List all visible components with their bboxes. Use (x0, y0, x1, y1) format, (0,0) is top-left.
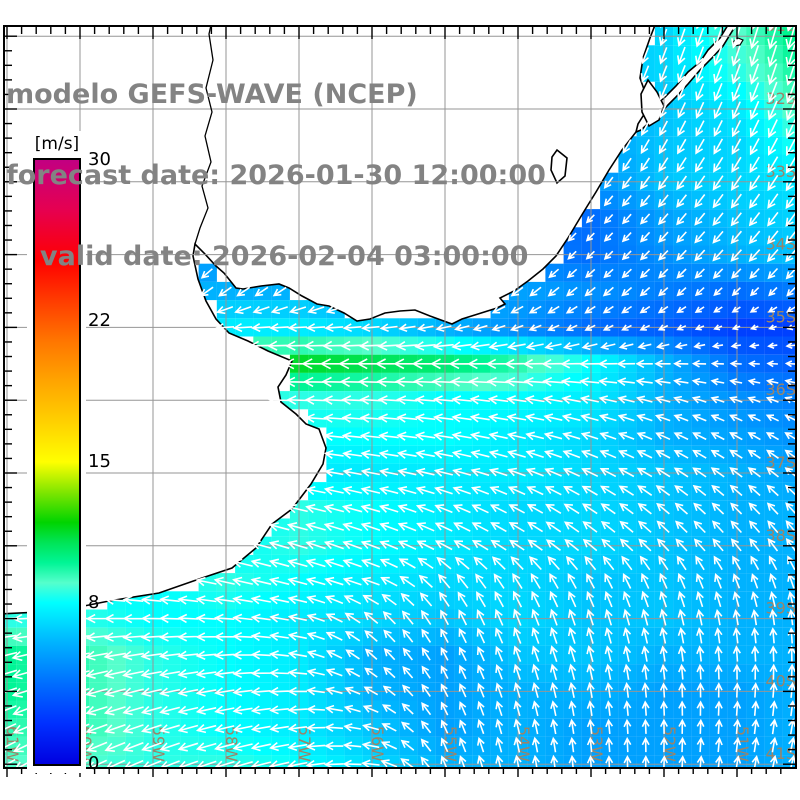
title-block: modelo GEFS-WAVE (NCEP) forecast date: 2… (6, 27, 546, 324)
svg-text:56W: 56W (368, 726, 387, 762)
colorbar-tick-8: 8 (88, 591, 100, 613)
model-title: modelo GEFS-WAVE (NCEP) (6, 79, 418, 110)
svg-text:52W: 52W (660, 726, 679, 762)
colorbar-tick-0: 0 (88, 753, 100, 774)
colorbar-gradient (33, 158, 81, 766)
valid-date-line: valid date: 2026-02-04 03:00:00 (40, 241, 529, 272)
svg-text:51W: 51W (733, 726, 752, 762)
svg-text:57W: 57W (295, 726, 314, 762)
colorbar-unit-label: [m/s] (34, 134, 80, 154)
forecast-date-line: forecast date: 2026-01-30 12:00:00 (6, 160, 546, 191)
colorbar-tick-15: 15 (88, 451, 111, 472)
colorbar: [m/s] (27, 131, 86, 773)
svg-text:53W: 53W (587, 726, 606, 762)
colorbar-tick-30: 30 (88, 149, 111, 170)
svg-text:54W: 54W (514, 726, 533, 762)
svg-text:55W: 55W (441, 726, 460, 762)
map-frame (3, 25, 797, 777)
colorbar-tick-22: 22 (88, 310, 111, 332)
land-areas (3, 25, 737, 615)
